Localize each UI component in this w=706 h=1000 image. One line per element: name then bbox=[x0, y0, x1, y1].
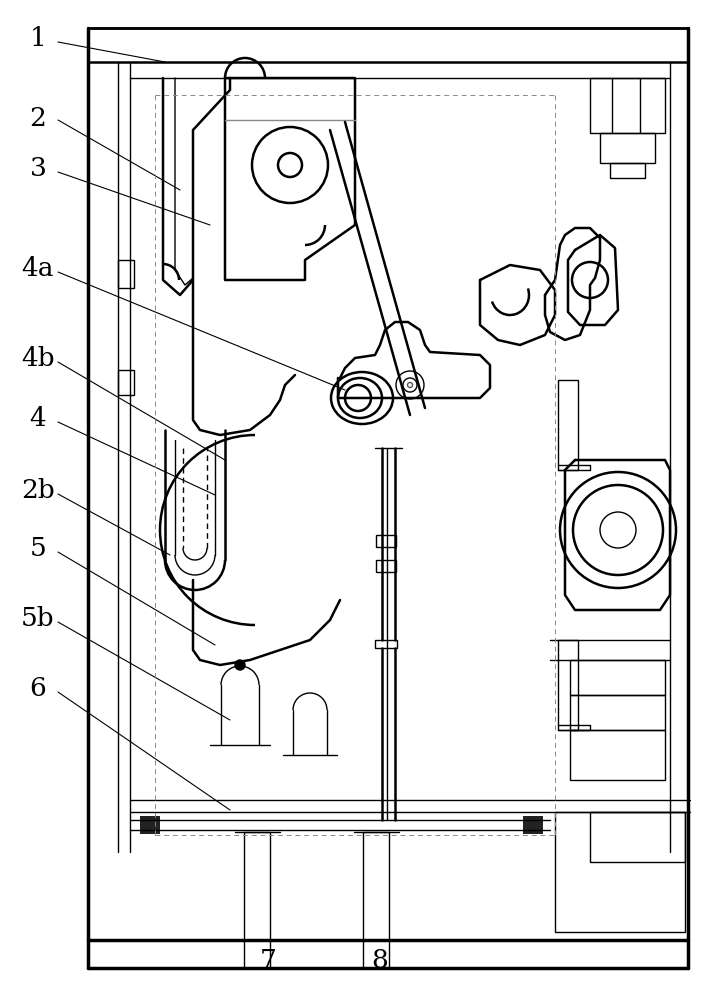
Bar bbox=[363, 832, 389, 968]
Bar bbox=[118, 370, 134, 395]
Bar bbox=[570, 695, 665, 730]
Bar bbox=[570, 730, 665, 780]
Text: 2b: 2b bbox=[21, 478, 55, 502]
Circle shape bbox=[235, 660, 245, 670]
Text: 2: 2 bbox=[30, 105, 47, 130]
Bar bbox=[118, 260, 134, 288]
Bar bbox=[590, 812, 685, 862]
Text: 6: 6 bbox=[30, 676, 47, 700]
Text: 4b: 4b bbox=[21, 346, 55, 370]
Bar bbox=[376, 535, 396, 547]
Text: 7: 7 bbox=[260, 948, 277, 972]
Bar bbox=[590, 78, 665, 133]
Bar bbox=[558, 380, 578, 470]
Bar bbox=[558, 640, 578, 730]
Text: 5b: 5b bbox=[21, 605, 55, 631]
Text: 5: 5 bbox=[30, 536, 47, 560]
Bar bbox=[88, 28, 688, 968]
Text: 8: 8 bbox=[371, 948, 388, 972]
Text: 4: 4 bbox=[30, 406, 47, 430]
Bar bbox=[555, 812, 685, 932]
Bar bbox=[244, 832, 270, 968]
Bar bbox=[610, 163, 645, 178]
Bar bbox=[600, 133, 655, 163]
Bar bbox=[140, 816, 160, 834]
Text: 3: 3 bbox=[30, 155, 47, 180]
Bar bbox=[523, 816, 543, 834]
Text: 1: 1 bbox=[30, 25, 47, 50]
Bar bbox=[376, 560, 396, 572]
Text: 4a: 4a bbox=[22, 255, 54, 280]
Bar bbox=[375, 640, 397, 648]
Bar bbox=[570, 660, 665, 695]
